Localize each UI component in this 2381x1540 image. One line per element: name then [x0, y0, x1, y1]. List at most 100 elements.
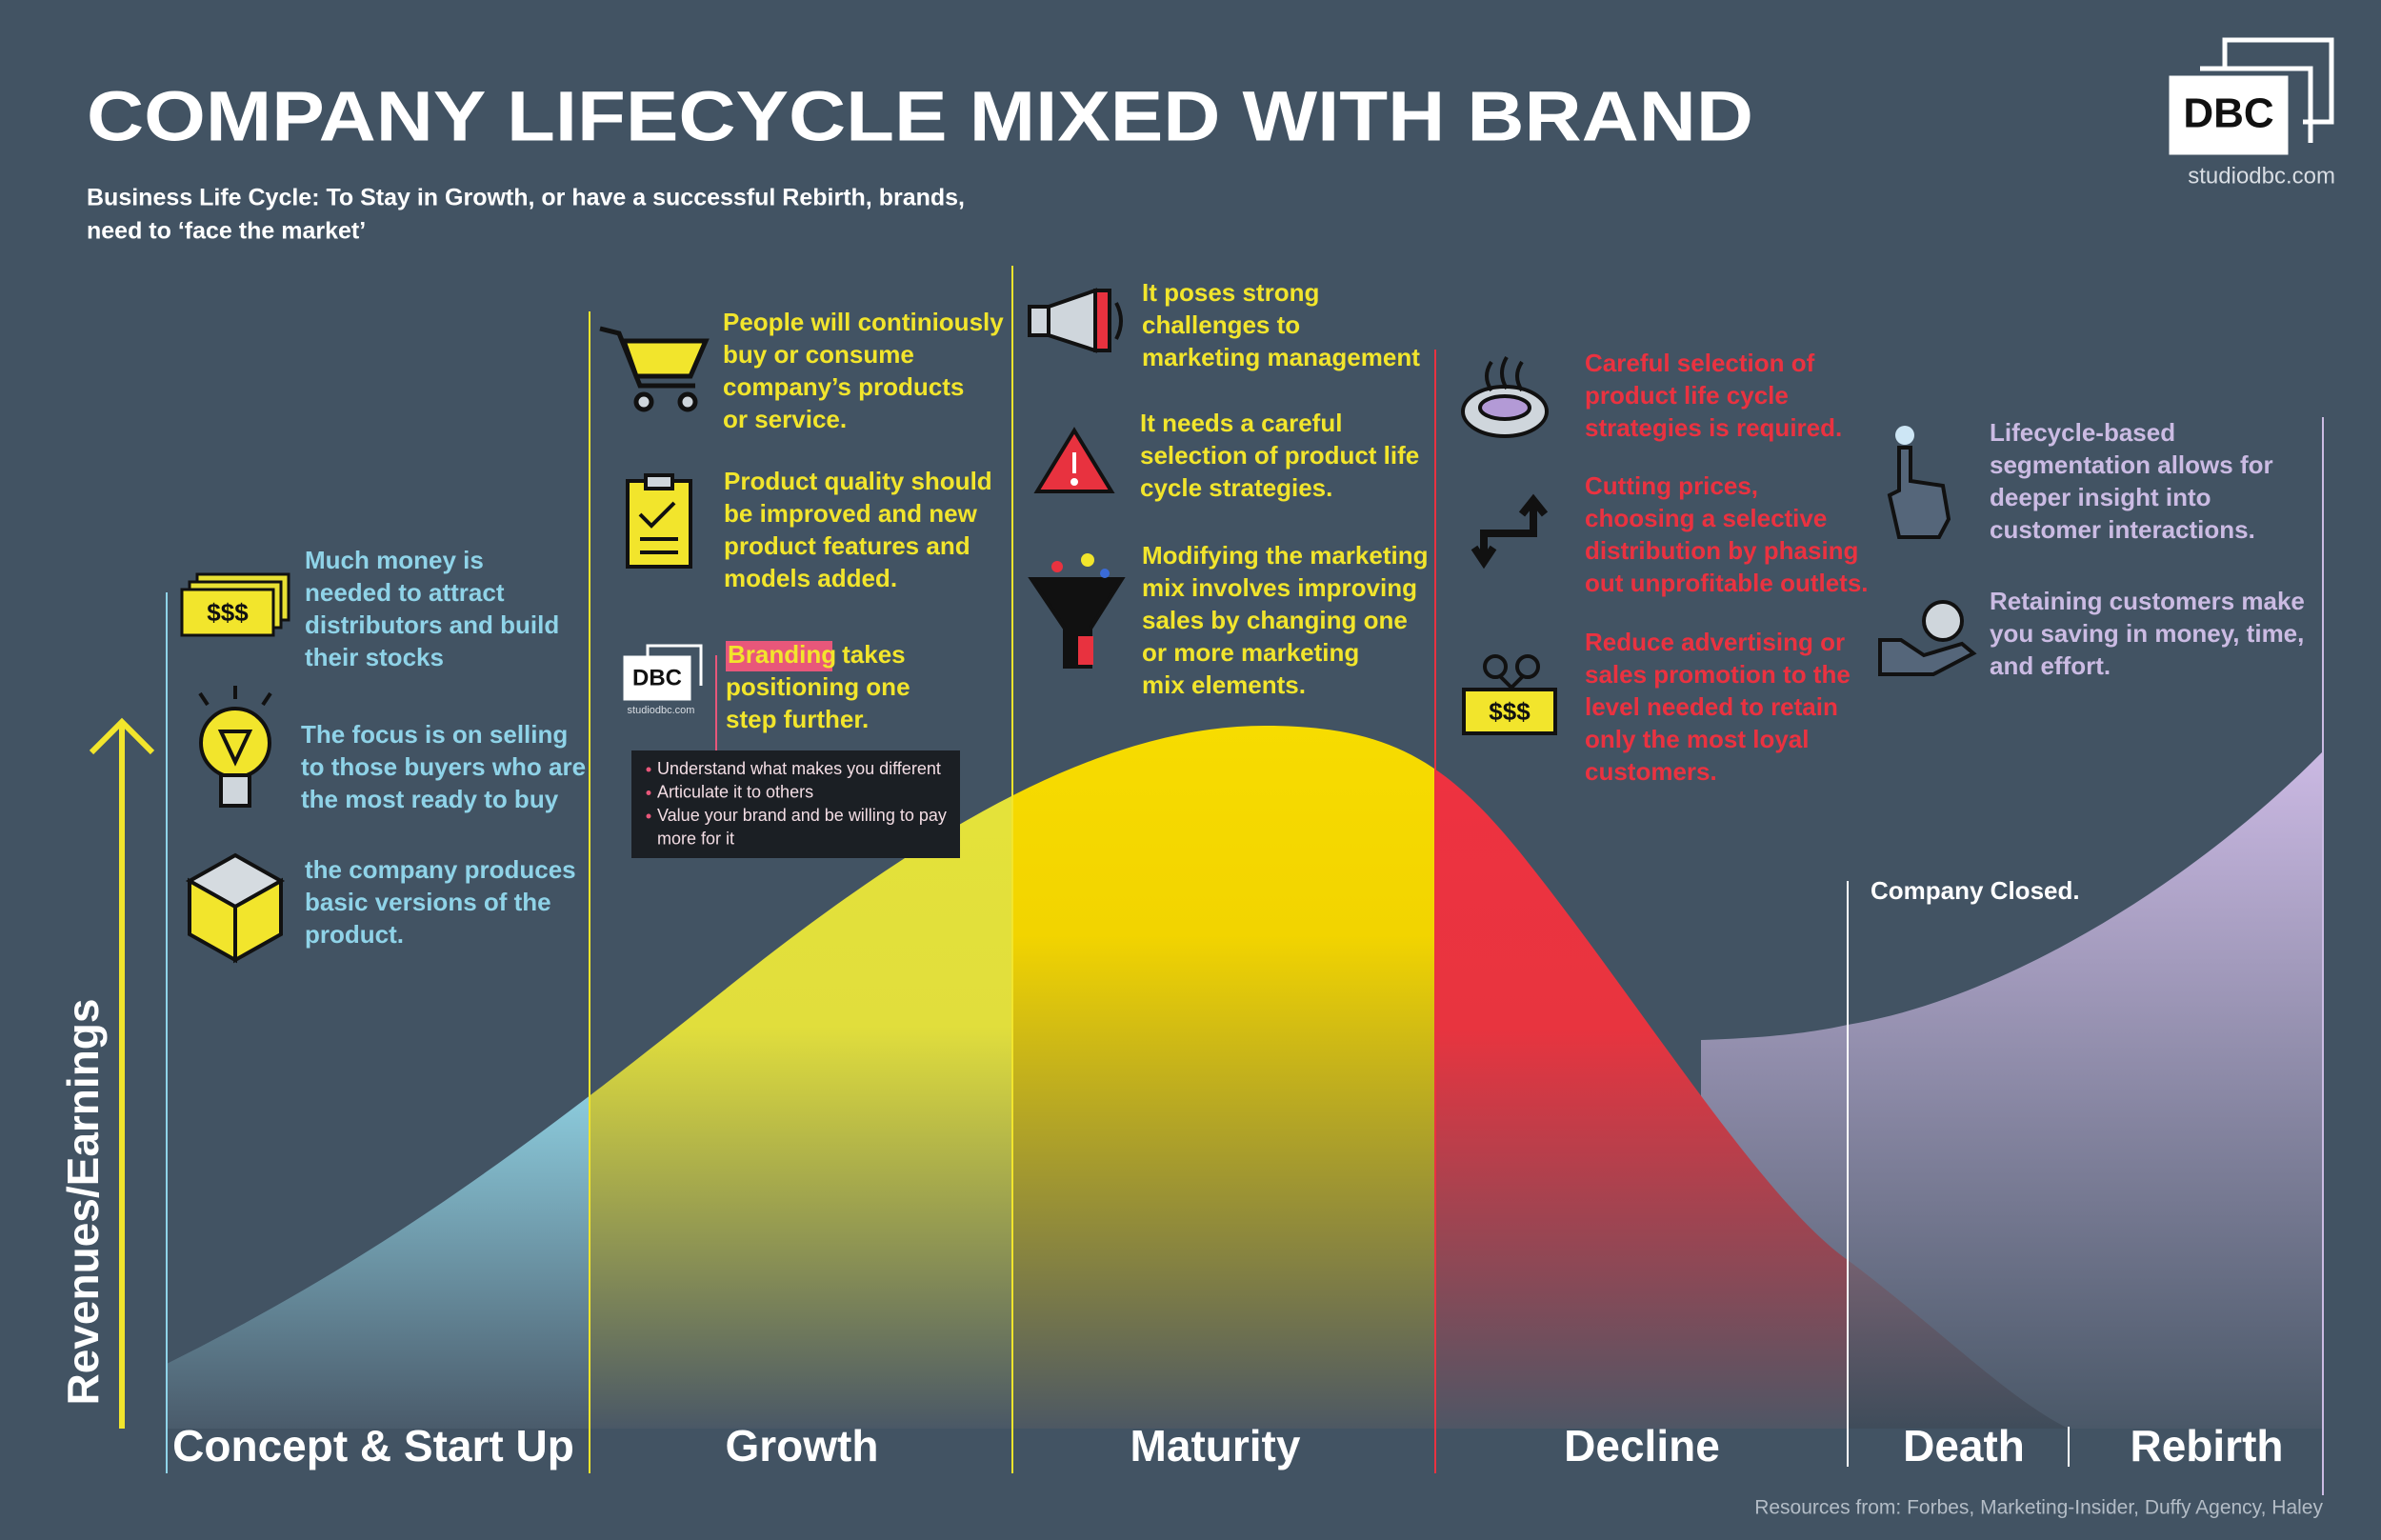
note-line: mix elements. [1142, 670, 1306, 699]
note-line: cycle strategies. [1140, 473, 1332, 502]
icon-website: studiodbc.com [628, 705, 695, 716]
stage-label: Death [1903, 1421, 2025, 1470]
note-line: Retaining customers make [1990, 587, 2305, 615]
maturity-area [1012, 726, 1435, 1429]
note-line: challenges to [1142, 310, 1300, 339]
funnel-icon [1028, 553, 1126, 669]
note-line: choosing a selective [1585, 504, 1827, 532]
cart-icon [599, 326, 710, 412]
note-line: Branding takes [728, 640, 906, 669]
note-line: the company produces [305, 855, 576, 884]
stage-label: Concept & Start Up [172, 1421, 574, 1470]
note-line: positioning one [726, 672, 910, 701]
note-line: company’s products [723, 372, 964, 401]
note-line: Reduce advertising or [1585, 628, 1845, 656]
megaphone-icon [1028, 288, 1123, 353]
warning-icon [1033, 427, 1115, 493]
note-line: product. [305, 920, 404, 949]
bulb-icon [198, 686, 272, 808]
note-line: Much money is [305, 546, 484, 574]
note-line: or service. [723, 405, 847, 433]
note-line: you saving in money, time, [1990, 619, 2304, 648]
website: studiodbc.com [2188, 163, 2335, 189]
logo [2169, 37, 2334, 155]
note-line: sales promotion to the [1585, 660, 1851, 689]
subtitle: Business Life Cycle: To Stay in Growth, … [87, 185, 965, 211]
note-line: the most ready to buy [301, 785, 559, 813]
dividers [166, 266, 2324, 1495]
rebirth-curve [1701, 751, 2323, 1429]
clipboard-icon [626, 473, 692, 569]
bullet-dot [646, 790, 651, 795]
box-icon [185, 852, 286, 964]
subtitle: need to ‘face the market’ [87, 218, 366, 245]
stage-label: Decline [1564, 1421, 1720, 1470]
icon-text: $$$ [1489, 697, 1531, 726]
bullet-dot [646, 767, 651, 772]
note-line: their stocks [305, 643, 444, 671]
note-line: step further. [726, 705, 869, 733]
stage-label: Rebirth [2131, 1421, 2284, 1470]
title: COMPANY LIFECYCLE MIXED WITH BRAND [87, 77, 1753, 156]
note-line: Modifying the marketing [1142, 541, 1428, 570]
note-line: level needed to retain [1585, 692, 1838, 721]
note-line: strategies is required. [1585, 413, 1842, 442]
icon-text: $$$ [207, 598, 249, 627]
note-line: Cutting prices, [1585, 471, 1758, 500]
pointer-icon [1887, 426, 1951, 539]
note-line: models added. [724, 564, 897, 592]
bullet-text: Value your brand and be willing to pay [657, 806, 947, 825]
y-axis-label: Revenues/Earnings [58, 999, 108, 1406]
bowl-icon [1461, 355, 1549, 438]
note-line: Lifecycle-based [1990, 418, 2175, 447]
bullet-text: Understand what makes you different [657, 759, 941, 778]
note-line: out unprofitable outlets. [1585, 569, 1869, 597]
footer: Resources from: Forbes, Marketing-Inside… [1754, 1497, 2323, 1519]
bullet-box [631, 750, 960, 858]
bullet-text: Articulate it to others [657, 782, 813, 801]
icon-logo: DBC [632, 665, 682, 690]
note-line: to those buyers who are [301, 752, 586, 781]
money-icon [180, 572, 290, 637]
note-line: basic versions of the [305, 888, 551, 916]
note-line: marketing management [1142, 343, 1420, 371]
note-line: It poses strong [1142, 278, 1319, 307]
note-line: product life cycle [1585, 381, 1789, 410]
note-line: product features and [724, 531, 970, 560]
note-line: and effort. [1990, 651, 2111, 680]
note-line: distributors and build [305, 610, 559, 639]
note-line: People will continiously [723, 308, 1004, 336]
note-line: Company Closed. [1871, 876, 2080, 905]
highlight [726, 641, 832, 671]
note-line: mix involves improving [1142, 573, 1417, 602]
note-line: customer interactions. [1990, 515, 2255, 544]
note-line: distribution by phasing [1585, 536, 1858, 565]
highlight-text: Branding [728, 640, 836, 669]
y-axis-arrow [89, 717, 155, 1429]
scissors-icon [1462, 654, 1557, 735]
note-line: The focus is on selling [301, 720, 568, 749]
note-line: Product quality should [724, 467, 992, 495]
note-line: sales by changing one [1142, 606, 1408, 634]
note-line: only the most loyal [1585, 725, 1810, 753]
mini-logo-icon [623, 644, 703, 701]
stage-label: Maturity [1130, 1421, 1301, 1470]
note-line: It needs a careful [1140, 409, 1342, 437]
note-line: be improved and new [724, 499, 978, 528]
bullet-dot [646, 813, 651, 819]
note-text: takes [842, 640, 906, 669]
note-line: selection of product life [1140, 441, 1419, 470]
note-line: or more marketing [1142, 638, 1359, 667]
logo-text: DBC [2183, 90, 2273, 137]
coin-hand-icon [1878, 600, 1977, 676]
note-line: needed to attract [305, 578, 505, 607]
arrows-icon [1471, 493, 1549, 570]
note-line: deeper insight into [1990, 483, 2211, 511]
note-line: segmentation allows for [1990, 450, 2273, 479]
note-line: Careful selection of [1585, 349, 1815, 377]
stage-label: Growth [726, 1421, 879, 1470]
note-line: customers. [1585, 757, 1717, 786]
note-line: buy or consume [723, 340, 914, 369]
